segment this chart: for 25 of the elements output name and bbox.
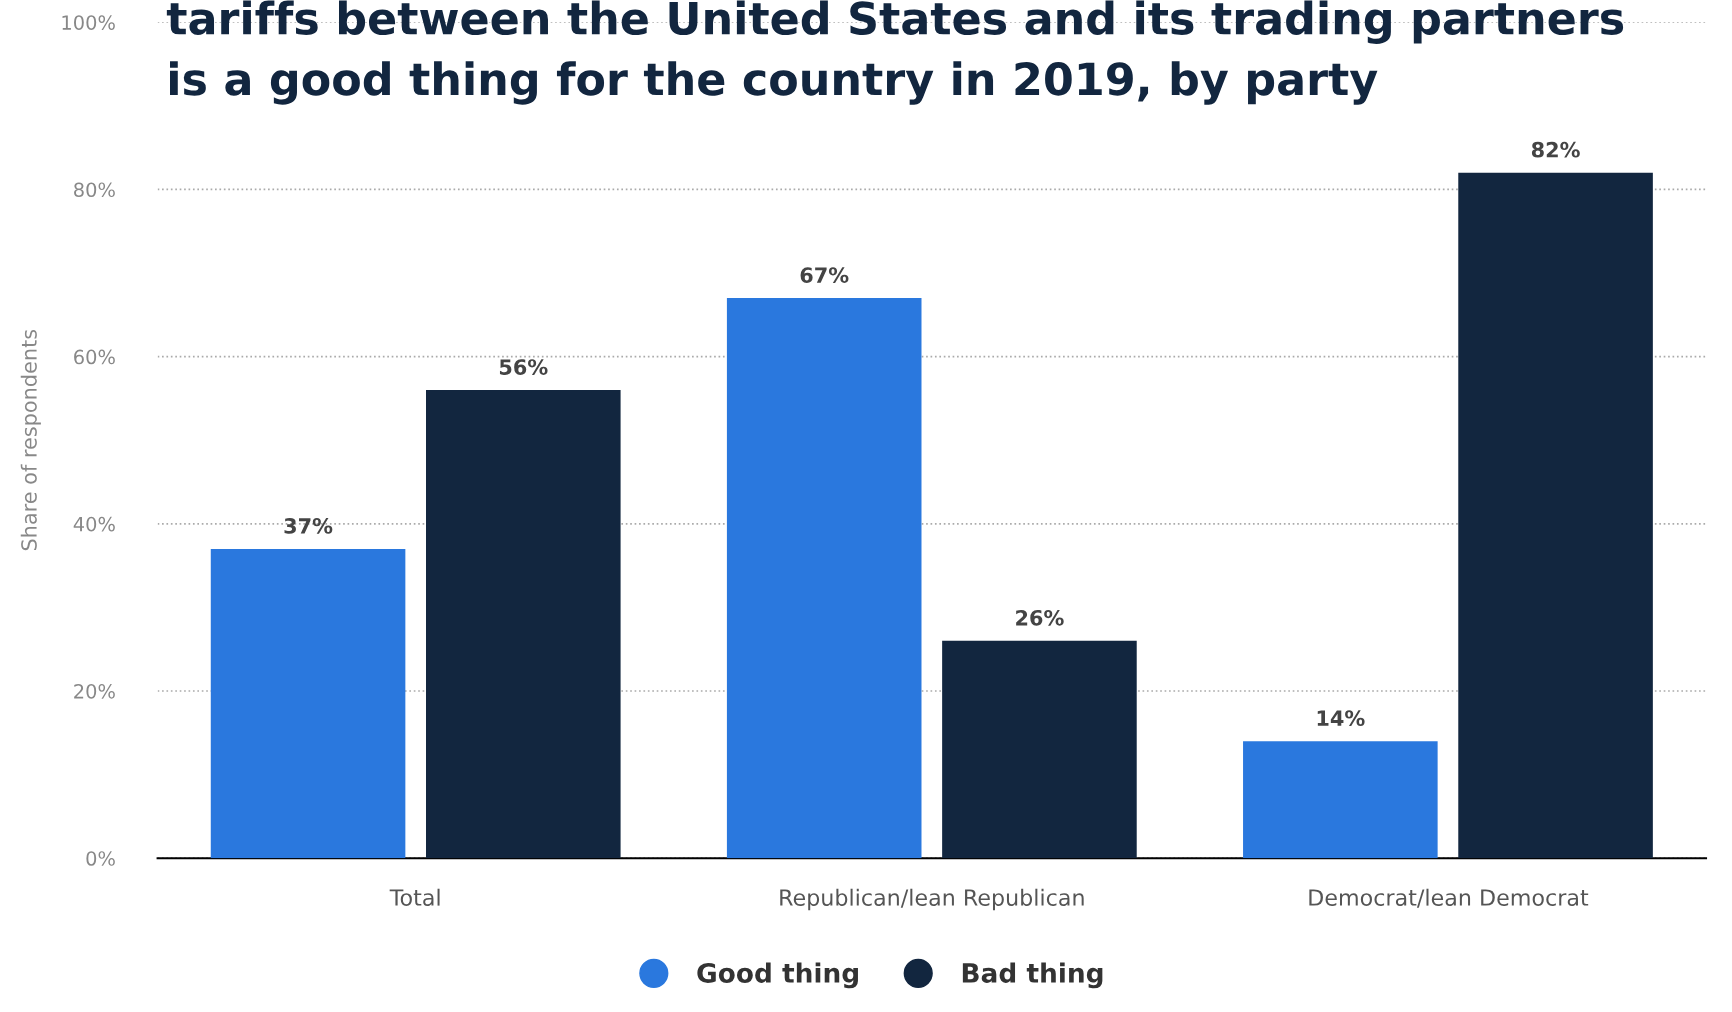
- y-tick-label: 40%: [73, 516, 115, 532]
- bar: [426, 390, 621, 859]
- data-label: 56%: [499, 359, 548, 375]
- data-label: 26%: [1016, 609, 1064, 626]
- bar: [942, 640, 1137, 859]
- y-tick-label: 80%: [74, 182, 115, 198]
- data-label: 82%: [1531, 141, 1580, 158]
- y-axis-title: Share of respondents: [20, 329, 41, 551]
- y-tick-label: 60%: [74, 349, 115, 365]
- x-tick-label: Total: [389, 888, 440, 906]
- x-tick-label: Republican/lean Republican: [780, 888, 1084, 911]
- bar: [726, 298, 922, 859]
- x-tick-label: Democrat/lean Democrat: [1309, 888, 1589, 908]
- y-tick-label: 100%: [62, 15, 115, 30]
- bar: [1458, 172, 1653, 859]
- data-label: 14%: [1317, 710, 1365, 726]
- bar: [1243, 741, 1438, 859]
- y-tick-label: 0%: [86, 851, 115, 866]
- data-label: 67%: [800, 267, 849, 283]
- y-tick-label: 20%: [74, 683, 115, 699]
- chart-title: tariffs between the United States and its trading partners is a good thing for the country in 2019, by party: [166, 0, 1624, 105]
- bar: [210, 548, 406, 859]
- legend-label: Bad thing: [962, 962, 1103, 989]
- legend-label: Good thing: [697, 962, 858, 989]
- data-label: 37%: [284, 517, 333, 534]
